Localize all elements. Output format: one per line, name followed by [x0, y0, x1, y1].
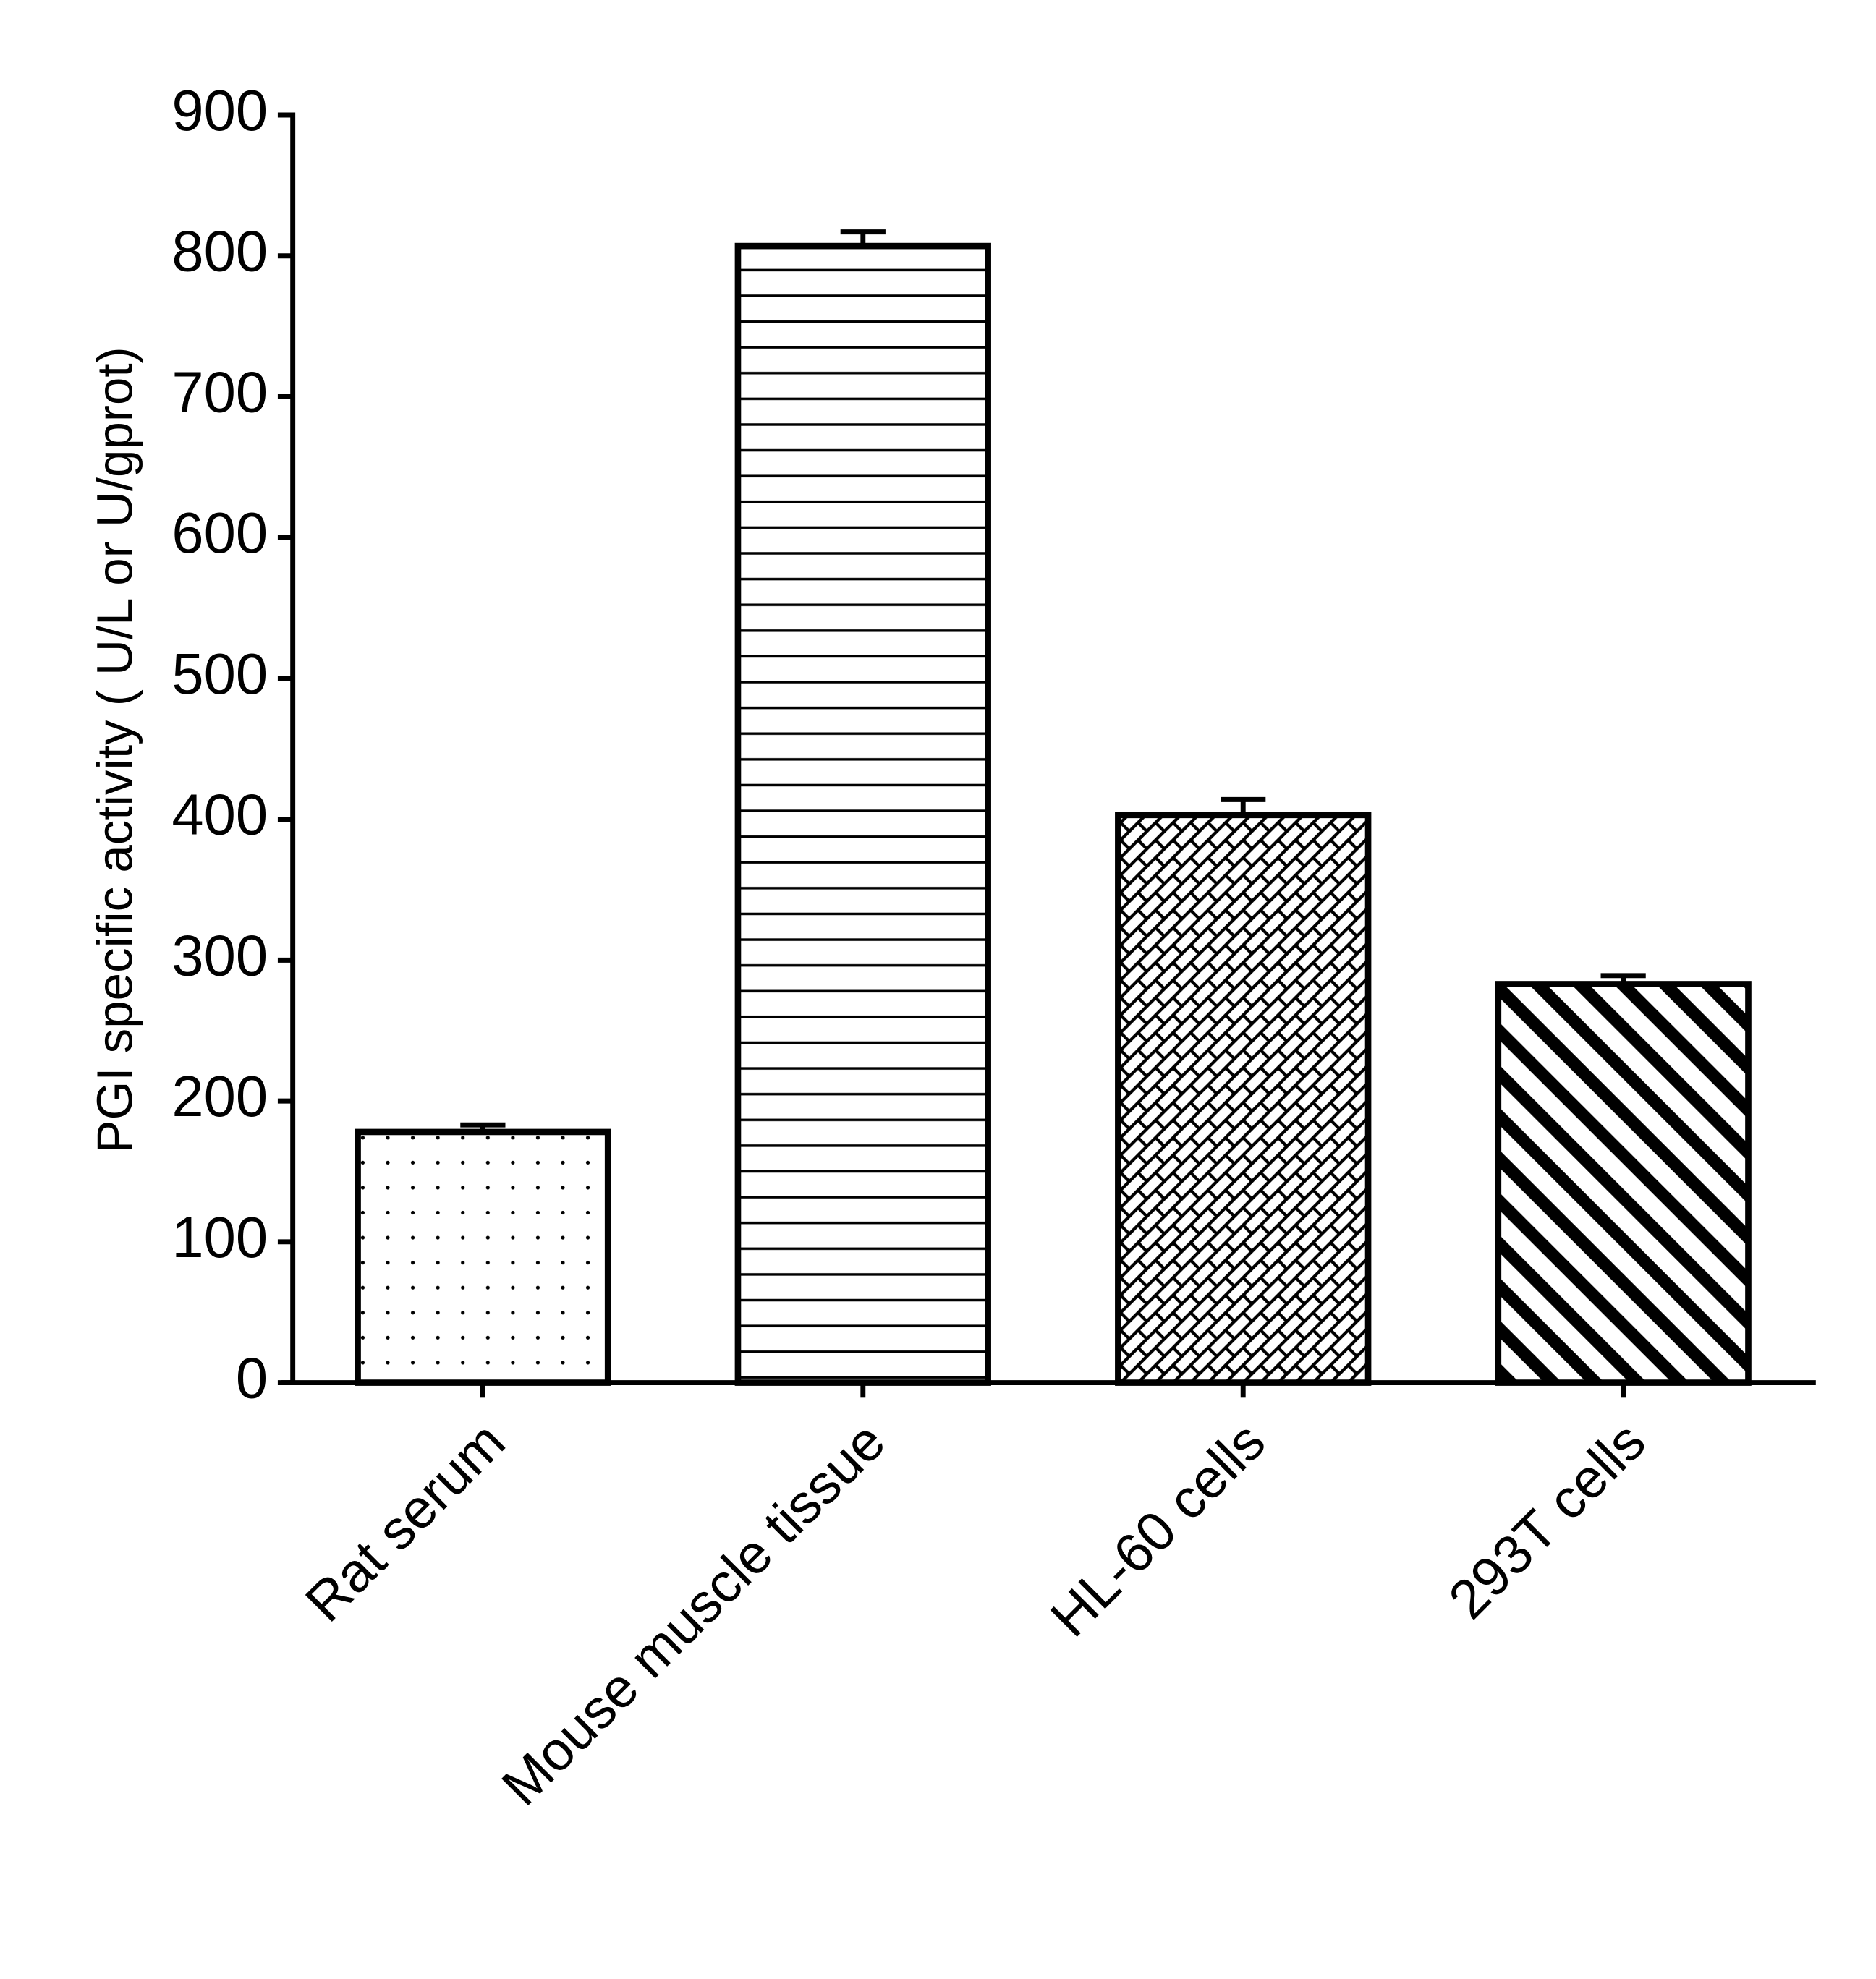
bar [355, 1128, 611, 1386]
y-tick-label: 300 [171, 923, 268, 987]
x-tick-label: HL-60 cells [1039, 1410, 1277, 1648]
y-tick-label: 600 [171, 501, 268, 565]
y-axis-label: PGI specific activity ( U/L or U/gprot) [87, 346, 143, 1153]
y-tick-label: 800 [171, 219, 268, 284]
bar [1495, 981, 1752, 1386]
y-tick-label: 900 [171, 78, 268, 142]
bar [734, 242, 991, 1386]
y-tick-label: 200 [171, 1064, 268, 1128]
y-tick-label: 400 [171, 783, 268, 847]
x-tick-label: Mouse muscle tissue [491, 1410, 897, 1817]
bar [1115, 812, 1372, 1386]
y-tick-label: 100 [171, 1205, 268, 1269]
x-tick-label: 293T cells [1437, 1410, 1657, 1630]
y-tick-label: 500 [171, 642, 268, 706]
y-tick-label: 0 [236, 1346, 268, 1410]
y-tick-label: 700 [171, 359, 268, 424]
x-tick-label: Rat serum [294, 1410, 517, 1633]
